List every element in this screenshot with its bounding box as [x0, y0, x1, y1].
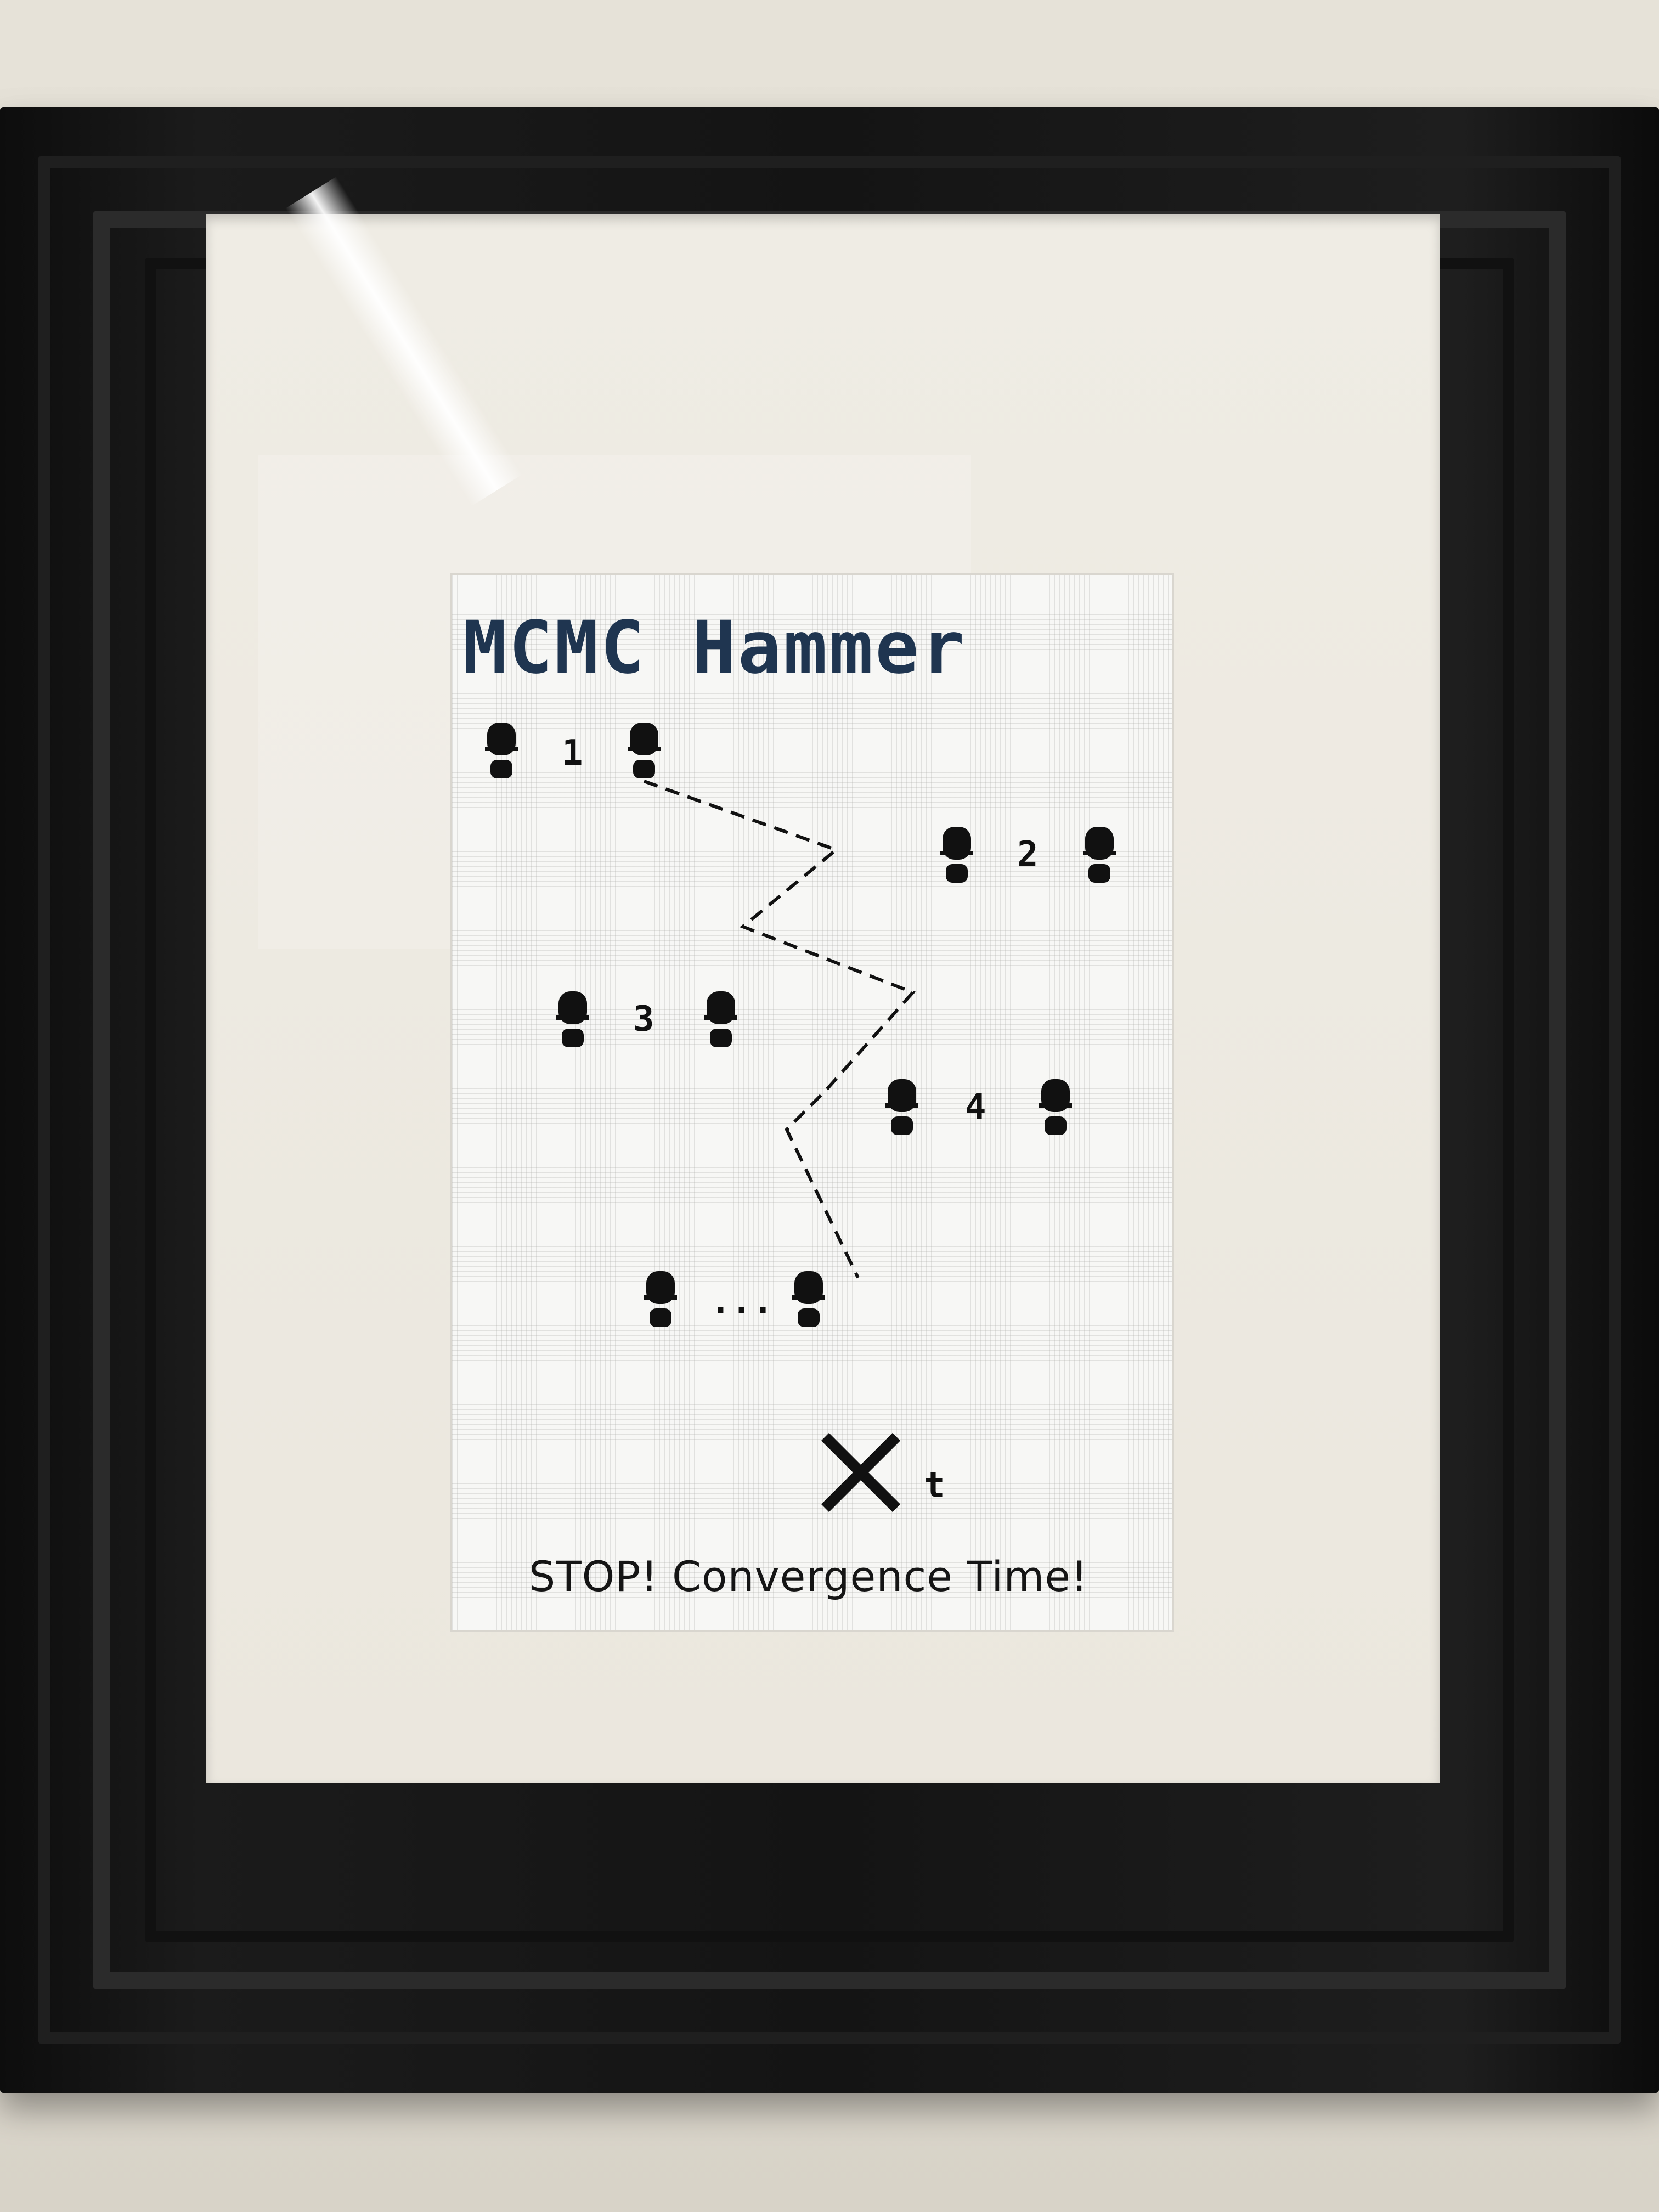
footprint-icon — [628, 723, 661, 778]
artwork-caption: STOP! Convergence Time! — [529, 1552, 1088, 1601]
step-label-4: 4 — [965, 1087, 986, 1127]
cross-stitch-artwork: MCMC Hammer 1 2 3 — [452, 575, 1176, 1634]
artwork-title: MCMC Hammer — [463, 606, 967, 690]
step-label-1: 1 — [562, 733, 583, 774]
step-label-2: 2 — [1017, 834, 1039, 875]
footprint-icon — [556, 991, 589, 1047]
target-x-icon — [821, 1432, 901, 1513]
footprint-icon — [1083, 827, 1116, 883]
cross-stitch-fabric: MCMC Hammer 1 2 3 — [450, 573, 1174, 1632]
footprint-icon — [1039, 1079, 1072, 1135]
frame-outer-molding — [38, 156, 1621, 2044]
path-dashed-line — [643, 780, 916, 1279]
footprint-icon — [885, 1079, 918, 1135]
step-label-t: t — [924, 1465, 945, 1506]
footprint-icon — [792, 1271, 825, 1327]
footprint-icon — [940, 827, 973, 883]
footprint-icon — [485, 723, 518, 778]
step-label-3: 3 — [633, 999, 654, 1040]
footstep-diagram: 1 2 3 4 ... t — [485, 723, 1116, 1513]
footprint-icon — [644, 1271, 677, 1327]
footprint-icon — [704, 991, 737, 1047]
step-label-ellipsis: ... — [710, 1282, 774, 1322]
